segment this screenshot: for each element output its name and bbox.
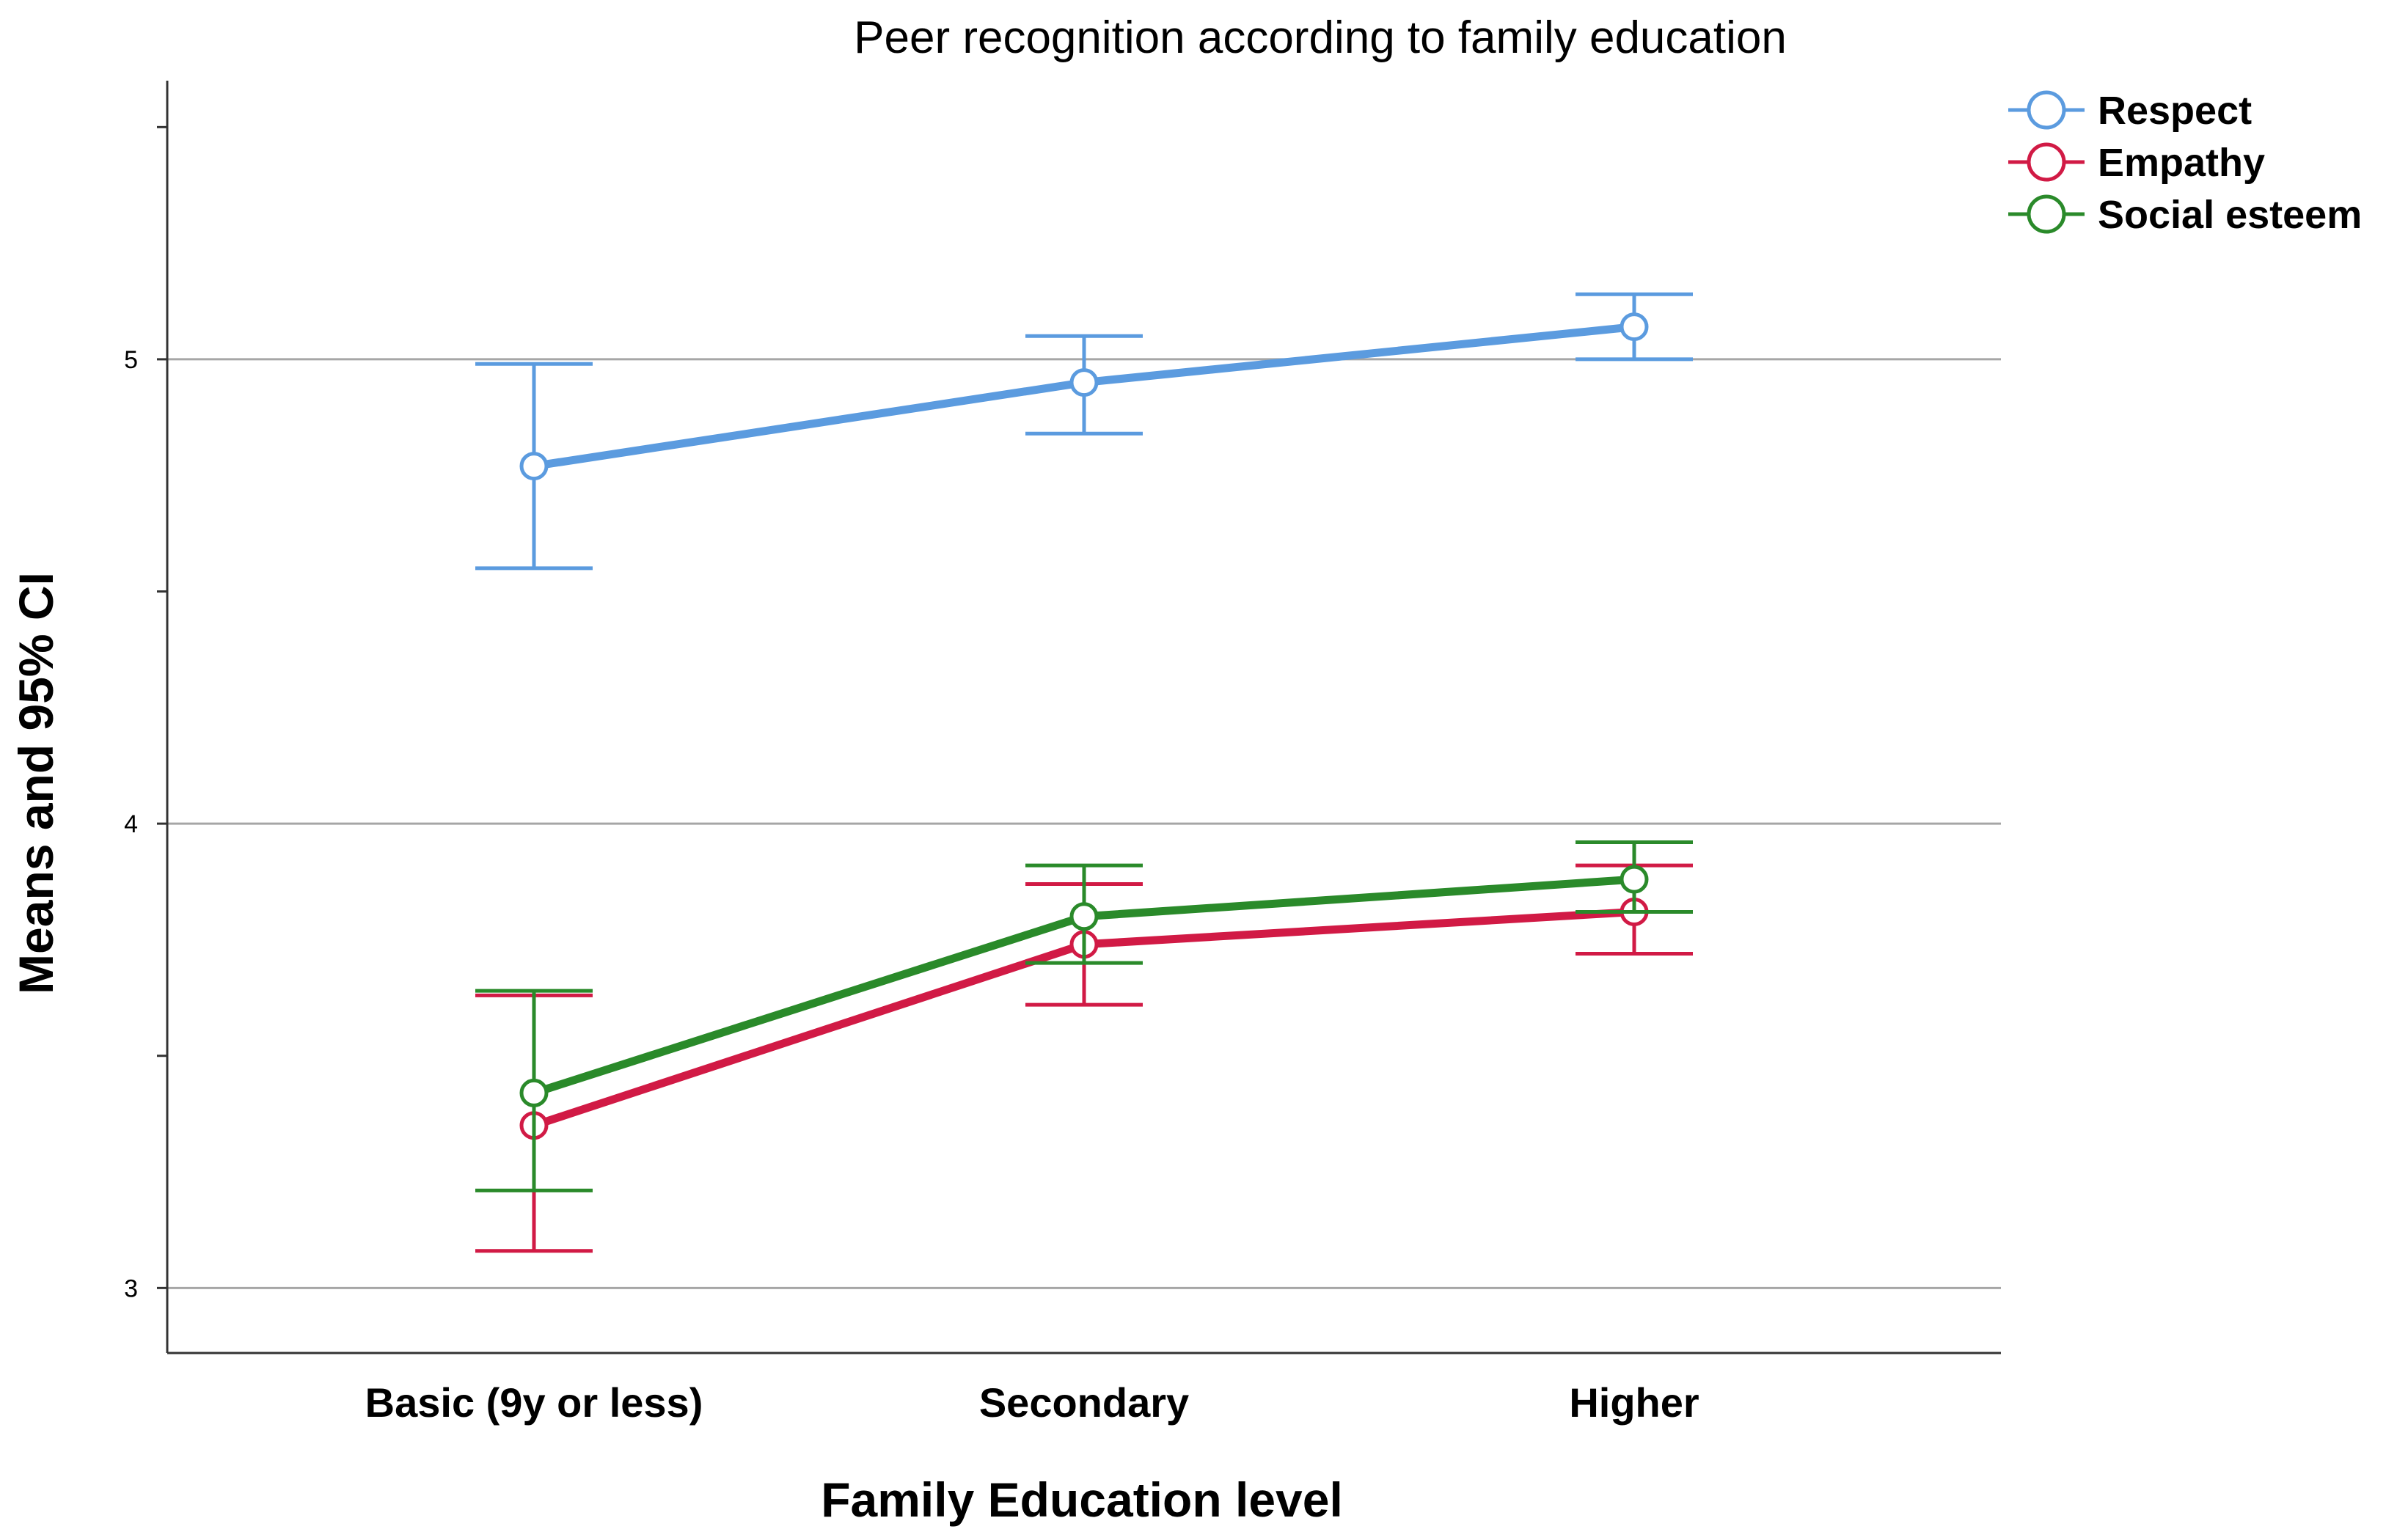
series-layer	[475, 292, 1693, 1253]
legend-label: Social esteem	[2098, 193, 2362, 237]
x-axis: Basic (9y or less) Secondary Higher	[167, 1352, 2001, 1426]
legend-swatch-marker	[2027, 142, 2066, 182]
legend-label: Empathy	[2098, 141, 2265, 185]
y-tick-label: 5	[124, 346, 138, 374]
x-tick-label: Higher	[1569, 1379, 1699, 1426]
series-social-esteem	[475, 840, 1693, 1192]
x-tick-label: Secondary	[979, 1379, 1189, 1426]
legend-swatch-marker	[2027, 90, 2066, 130]
data-point	[1069, 368, 1099, 397]
legend-item: Empathy	[2008, 141, 2265, 185]
y-axis-title: Means and 95% CI	[9, 572, 63, 994]
y-tick-label: 3	[124, 1275, 138, 1302]
legend-item: Social esteem	[2008, 193, 2362, 237]
data-point	[1069, 902, 1099, 931]
gridlines	[167, 358, 2001, 1289]
legend-swatch-marker	[2027, 194, 2066, 234]
x-axis-title: Family Education level	[821, 1473, 1343, 1527]
data-point	[1620, 312, 1649, 342]
series-respect	[475, 292, 1693, 571]
y-axis: 3 4 5	[124, 81, 169, 1353]
data-point	[519, 1078, 549, 1107]
legend-item: Respect	[2008, 89, 2252, 133]
legend: Respect Empathy Social esteem	[2008, 89, 2362, 237]
chart-title: Peer recognition according to family edu…	[854, 12, 1787, 63]
legend-label: Respect	[2098, 89, 2252, 133]
data-point	[1620, 865, 1649, 894]
data-point	[519, 452, 549, 481]
x-tick-label: Basic (9y or less)	[365, 1379, 703, 1426]
y-tick-label: 4	[124, 810, 138, 838]
